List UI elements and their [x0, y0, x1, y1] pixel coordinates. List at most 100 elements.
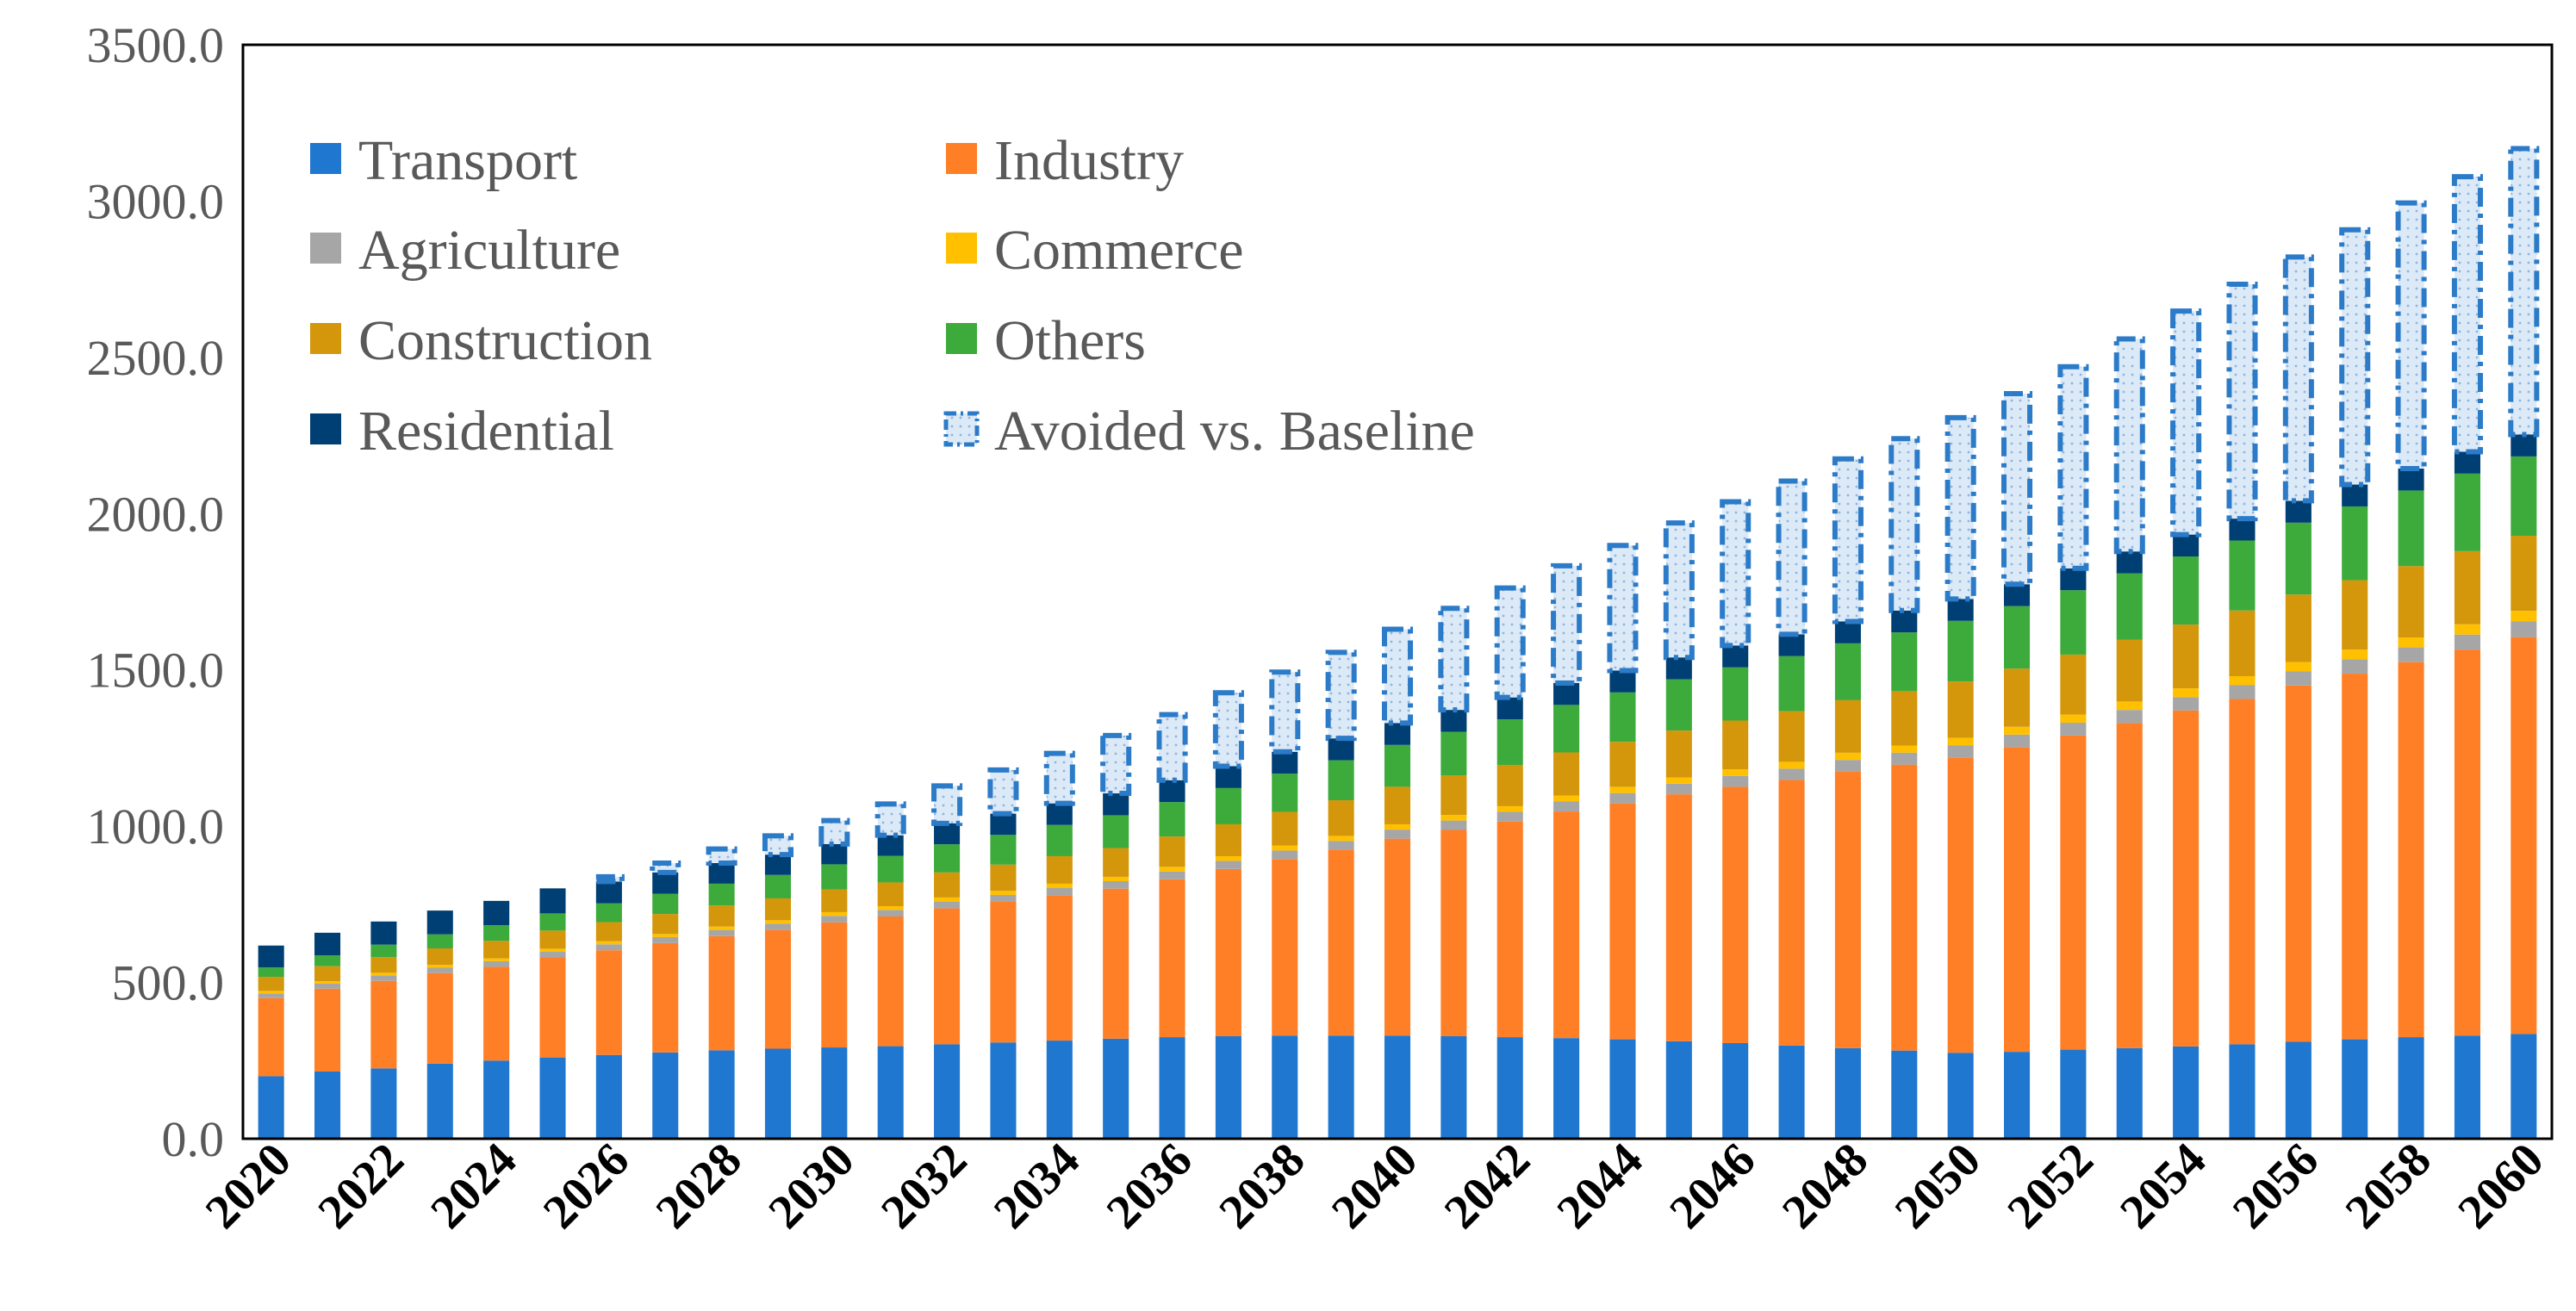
- bar-stack-2043: [1551, 562, 1583, 1139]
- bar-segment: [1384, 744, 1411, 787]
- bar-segment: [1834, 771, 1861, 1048]
- bar-segment: [1834, 699, 1861, 753]
- bar-segment: [1778, 634, 1805, 656]
- bar-segment: [595, 941, 622, 945]
- bar-segment: [483, 941, 510, 959]
- bar-segment: [764, 874, 792, 898]
- bar-segment: [1494, 585, 1526, 700]
- bar-segment: [2060, 1049, 2087, 1139]
- legend-item: Others: [946, 309, 1146, 372]
- bar-stack-2035: [1100, 732, 1132, 1139]
- y-tick-label: 1000.0: [87, 798, 225, 854]
- bar-segment: [1947, 1053, 1974, 1139]
- bar-segment: [1440, 829, 1467, 1036]
- bar-segment: [2398, 1037, 2424, 1139]
- y-tick-label: 500.0: [112, 955, 225, 1011]
- bar-stack-2034: [1043, 750, 1075, 1139]
- bar-segment: [2003, 747, 2031, 1053]
- bar-stack-2024: [483, 900, 510, 1139]
- bar-segment: [764, 929, 792, 1049]
- bar-segment: [2342, 1039, 2368, 1139]
- bar-segment: [934, 901, 961, 909]
- bar-segment: [652, 893, 679, 915]
- bar-segment: [2285, 671, 2312, 686]
- bar-segment: [370, 975, 397, 981]
- bar-segment: [539, 952, 566, 958]
- legend-swatch: [310, 413, 341, 444]
- bar-segment: [1553, 795, 1580, 802]
- bar-segment: [877, 882, 904, 907]
- x-tick-label: 2046: [1659, 1133, 1765, 1239]
- bar-stack-2042: [1494, 585, 1526, 1139]
- legend-swatch: [310, 143, 341, 174]
- bar-segment: [539, 930, 566, 949]
- bar-segment: [1159, 867, 1185, 872]
- bar-stack-2027: [650, 860, 681, 1139]
- bar-segment: [1834, 621, 1861, 643]
- bar-segment: [1384, 723, 1411, 745]
- legend-item: Commerce: [946, 219, 1244, 282]
- bar-segment: [2511, 456, 2537, 537]
- bar-segment: [990, 835, 1017, 865]
- bar-segment: [1665, 783, 1692, 795]
- bar-segment: [1778, 761, 1805, 769]
- bar-segment: [1440, 1035, 1467, 1139]
- bar-segment: [1496, 765, 1523, 806]
- bar-stack-2026: [593, 873, 625, 1139]
- bar-segment: [2116, 710, 2143, 724]
- bar-segment: [1328, 849, 1354, 1036]
- bar-segment: [1215, 1035, 1241, 1139]
- bar-segment: [1384, 823, 1411, 830]
- bar-stack-2058: [2395, 200, 2427, 1139]
- bar-segment: [1891, 1050, 1918, 1139]
- bar-stack-2037: [1212, 690, 1244, 1139]
- bar-stack-2057: [2339, 227, 2371, 1139]
- bar-segment: [2285, 1041, 2312, 1139]
- bar-segment: [1384, 1035, 1411, 1139]
- bar-segment: [2285, 662, 2312, 672]
- bar-segment: [1384, 829, 1411, 839]
- bar-segment: [764, 923, 792, 930]
- bar-segment: [708, 862, 735, 884]
- bar-stack-2052: [2057, 363, 2089, 1139]
- x-tick-label: 2034: [984, 1133, 1090, 1239]
- bar-segment: [2003, 1052, 2031, 1139]
- bar-segment: [1947, 757, 1974, 1053]
- x-tick-label: 2054: [2110, 1133, 2216, 1239]
- bar-segment: [708, 935, 735, 1051]
- bar-segment: [1328, 841, 1354, 850]
- bar-segment: [821, 889, 848, 912]
- bar-segment: [2395, 200, 2427, 472]
- bar-stack-2021: [314, 932, 341, 1139]
- bar-stack-2056: [2282, 254, 2314, 1139]
- bar-segment: [2511, 536, 2537, 612]
- bar-segment: [708, 929, 735, 936]
- bar-segment: [2000, 390, 2033, 587]
- bar-segment: [652, 872, 679, 894]
- bar-segment: [1215, 823, 1241, 856]
- bar-segment: [2229, 1044, 2256, 1139]
- bar-segment: [1215, 787, 1241, 824]
- bar-segment: [2173, 697, 2200, 711]
- bar-segment: [539, 1057, 566, 1139]
- bar-segment: [1553, 705, 1580, 753]
- bar-segment: [650, 860, 681, 875]
- bar-stack-2051: [2000, 390, 2033, 1139]
- bar-segment: [877, 910, 904, 917]
- bar-segment: [483, 960, 510, 967]
- bar-segment: [2398, 566, 2424, 637]
- bar-segment: [1272, 859, 1298, 1036]
- legend-label: Industry: [994, 129, 1184, 192]
- bar-segment: [2229, 675, 2256, 686]
- bar-segment: [426, 965, 453, 968]
- bar-segment: [1496, 719, 1523, 766]
- bar-segment: [1381, 626, 1414, 726]
- bar-segment: [2116, 551, 2143, 574]
- x-tick-label: 2060: [2448, 1133, 2554, 1239]
- bar-segment: [2003, 606, 2031, 669]
- bar-stack-2059: [2451, 174, 2483, 1139]
- bar-segment: [2285, 500, 2312, 523]
- bar-segment: [877, 1046, 904, 1139]
- bar-segment: [1891, 764, 1918, 1051]
